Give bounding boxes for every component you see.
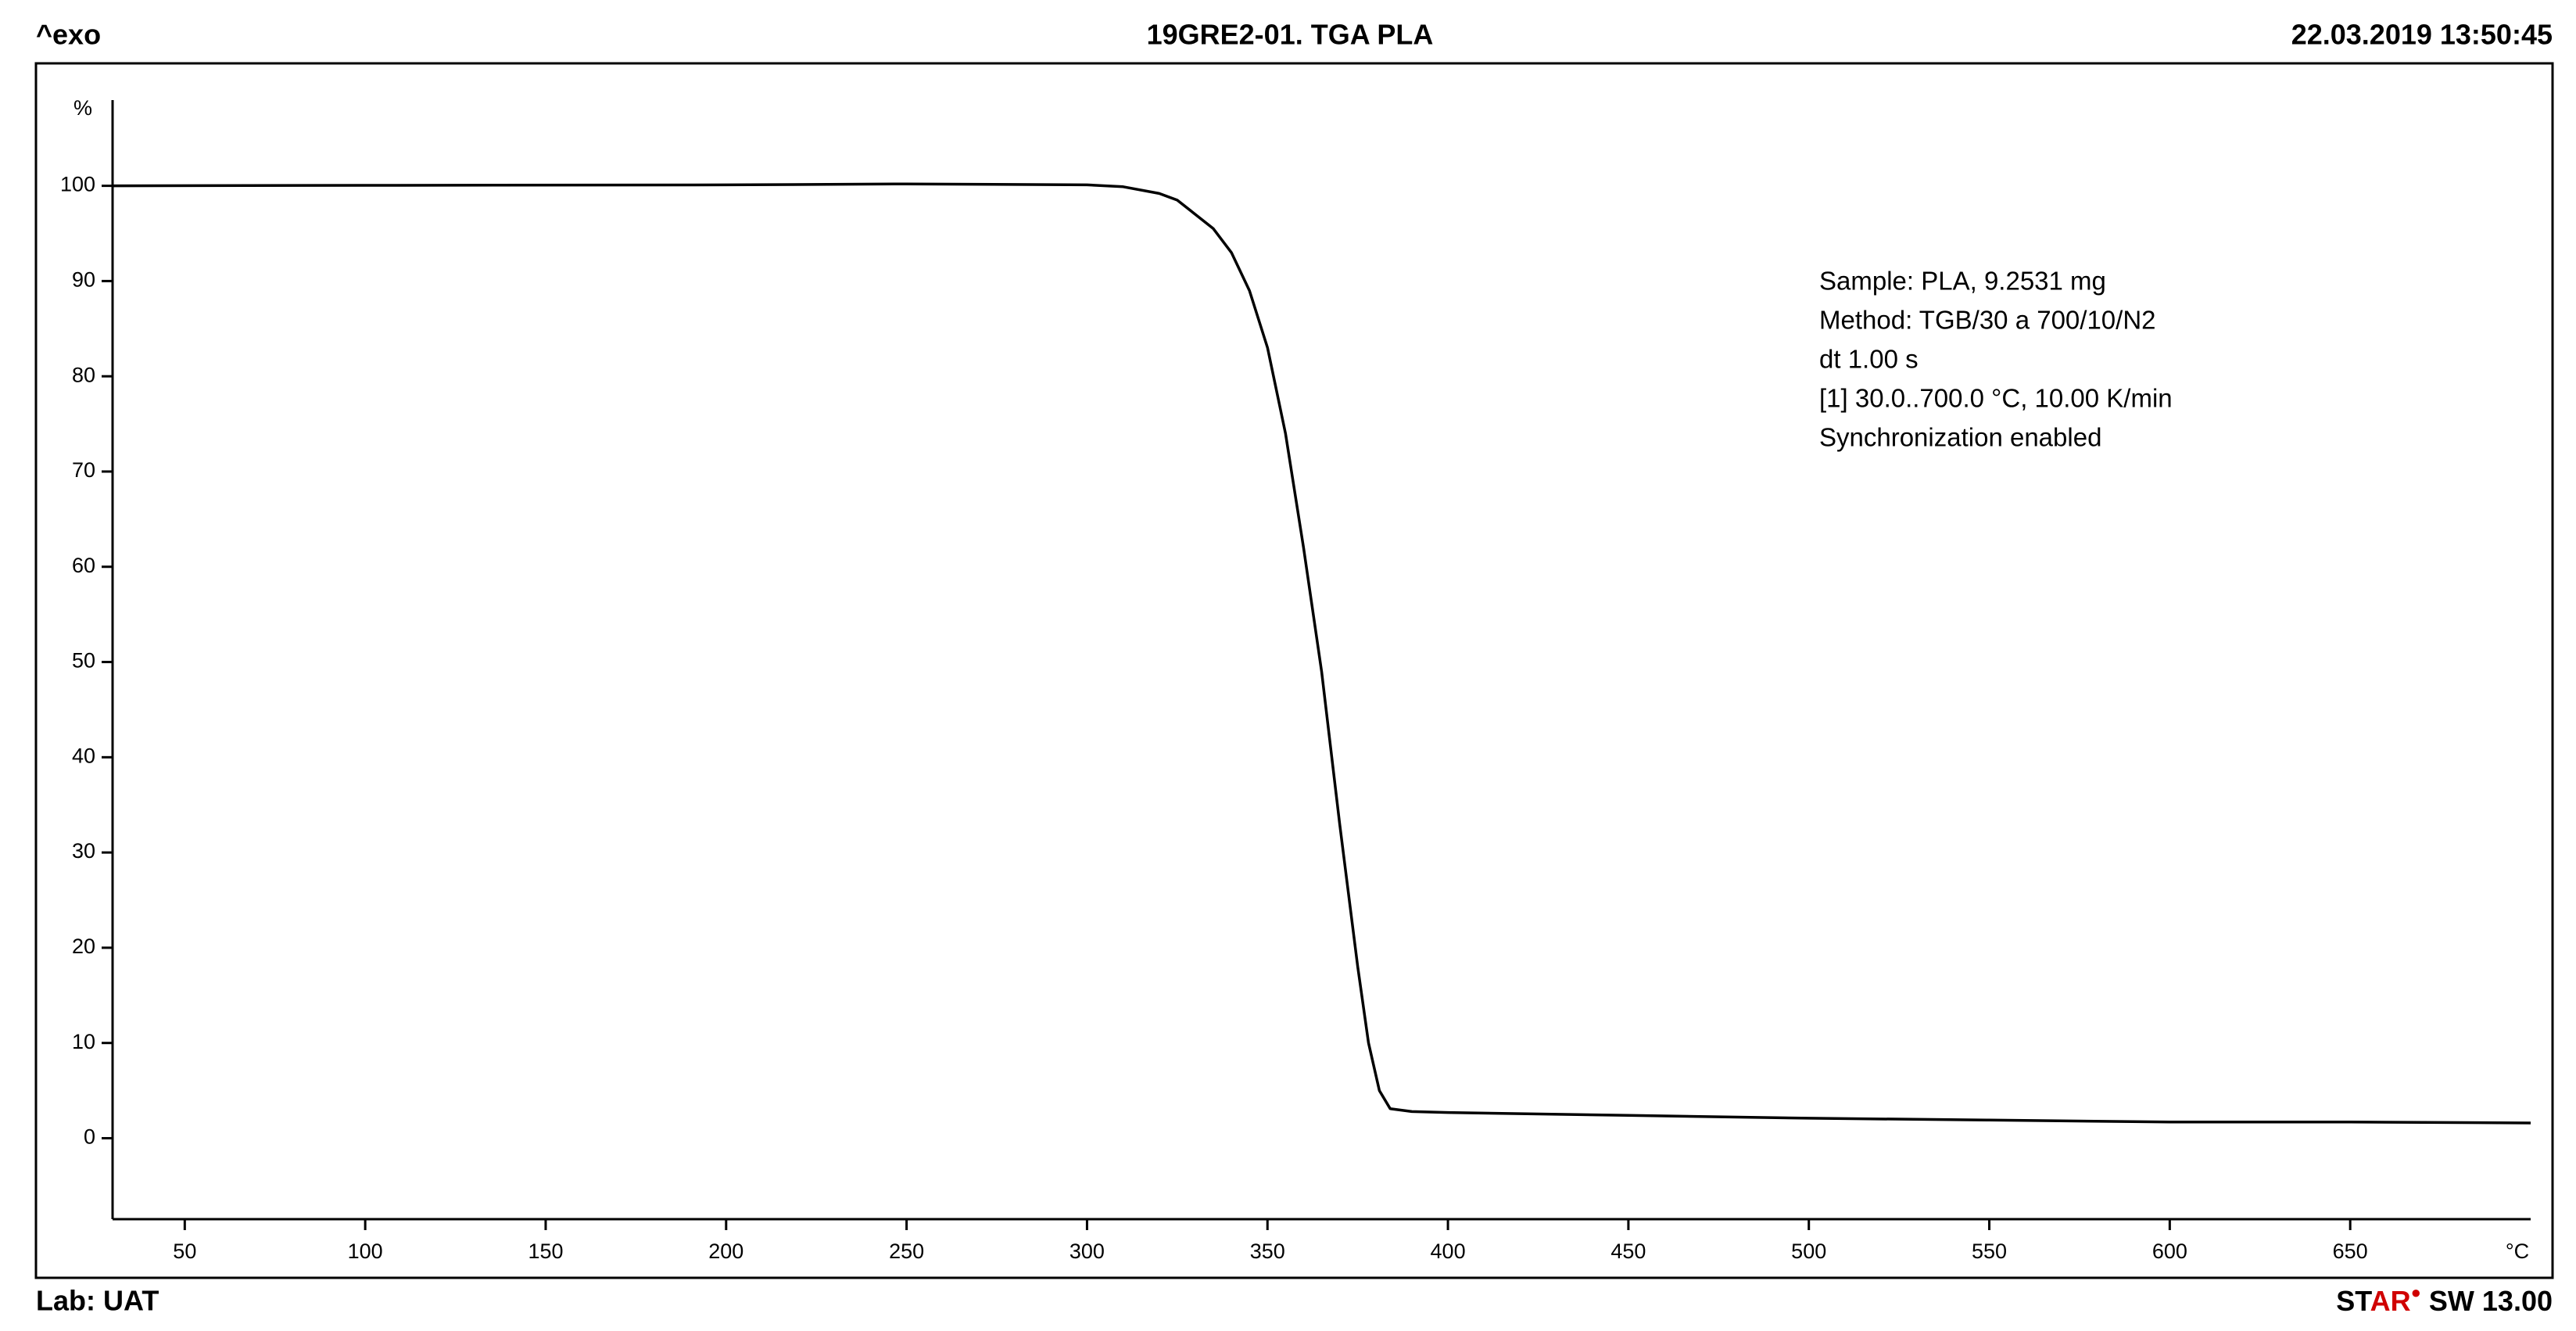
y-tick-label: 50: [72, 649, 95, 673]
annotation-line: Sample: PLA, 9.2531 mg: [1819, 267, 2106, 296]
footer-right: STAR● SW 13.00: [2336, 1283, 2553, 1317]
header-left: ^exo: [36, 19, 101, 51]
y-tick-label: 100: [60, 173, 95, 196]
x-tick-label: 150: [528, 1240, 563, 1263]
x-tick-label: 600: [2152, 1240, 2187, 1263]
y-tick-label: 20: [72, 935, 95, 958]
y-unit: %: [73, 96, 92, 120]
brand-start: ST: [2336, 1285, 2372, 1317]
y-tick-label: 80: [72, 363, 95, 386]
x-tick-label: 500: [1791, 1240, 1826, 1263]
y-tick-label: 0: [84, 1125, 95, 1149]
x-tick-label: 400: [1431, 1240, 1466, 1263]
x-tick-label: 50: [173, 1240, 196, 1263]
brand-dot: ●: [2411, 1283, 2421, 1302]
annotation-line: dt 1.00 s: [1819, 345, 1919, 374]
x-tick-label: 550: [1972, 1240, 2007, 1263]
x-tick-label: 200: [708, 1240, 743, 1263]
y-tick-label: 90: [72, 268, 95, 292]
y-tick-label: 60: [72, 554, 95, 577]
version: SW 13.00: [2429, 1285, 2553, 1317]
y-tick-label: 10: [72, 1030, 95, 1053]
brand-end: AR: [2370, 1285, 2411, 1317]
x-tick-label: 350: [1250, 1240, 1285, 1263]
y-tick-label: 70: [72, 458, 95, 482]
x-tick-label: 300: [1069, 1240, 1105, 1263]
header-right: 22.03.2019 13:50:45: [2291, 19, 2553, 51]
chart-title: 19GRE2-01. TGA PLA: [1147, 19, 1434, 51]
x-tick-label: 100: [348, 1240, 383, 1263]
x-tick-label: 250: [889, 1240, 924, 1263]
footer-left: Lab: UAT: [36, 1285, 159, 1317]
frame: [34, 62, 2554, 1279]
x-tick-label: 650: [2333, 1240, 2368, 1263]
y-tick-label: 40: [72, 744, 95, 767]
x-unit: °C: [2506, 1240, 2529, 1263]
data-line: [112, 182, 2531, 1125]
x-tick-label: 450: [1610, 1240, 1646, 1263]
y-tick-label: 30: [72, 839, 95, 863]
annotation-line: [1] 30.0..700.0 °C, 10.00 K/min: [1819, 384, 2173, 413]
annotation-line: Method: TGB/30 a 700/10/N2: [1819, 306, 2156, 335]
annotation-line: Synchronization enabled: [1819, 423, 2101, 452]
